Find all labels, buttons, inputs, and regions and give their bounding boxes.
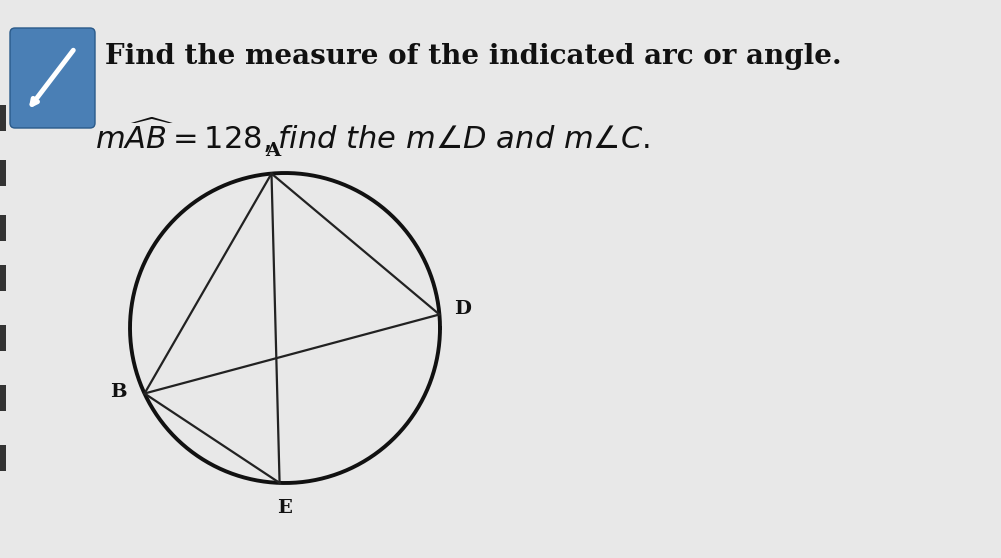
Text: Find the measure of the indicated arc or angle.: Find the measure of the indicated arc or… [105,43,842,70]
Bar [0,265,6,291]
Bar [0,445,6,471]
Bar [0,160,6,186]
Bar [0,385,6,411]
Text: $m\widehat{AB} = 128, find\ the\ m\angle D\ and\ m\angle C.$: $m\widehat{AB} = 128, find\ the\ m\angle… [95,116,650,156]
Text: A: A [265,142,280,160]
Text: B: B [110,382,126,401]
Bar [0,105,6,131]
FancyBboxPatch shape [10,28,95,128]
Text: E: E [277,499,292,517]
Bar [0,325,6,351]
Bar [0,215,6,241]
Text: D: D [454,301,471,319]
